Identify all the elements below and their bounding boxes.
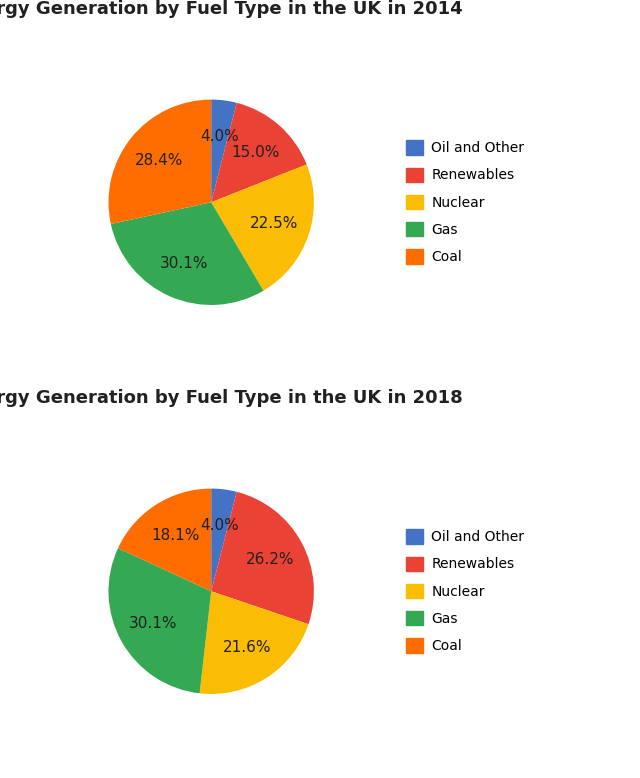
Text: 4.0%: 4.0% — [200, 128, 239, 144]
Text: 28.4%: 28.4% — [135, 153, 184, 168]
Wedge shape — [111, 202, 264, 305]
Text: 15.0%: 15.0% — [231, 145, 280, 159]
Text: 22.5%: 22.5% — [250, 216, 298, 231]
Text: 21.6%: 21.6% — [223, 640, 271, 655]
Wedge shape — [211, 164, 314, 291]
Wedge shape — [200, 591, 308, 694]
Text: 4.0%: 4.0% — [200, 517, 239, 533]
Wedge shape — [211, 103, 307, 202]
Legend: Oil and Other, Renewables, Nuclear, Gas, Coal: Oil and Other, Renewables, Nuclear, Gas,… — [406, 140, 524, 265]
Title: Energy Generation by Fuel Type in the UK in 2014: Energy Generation by Fuel Type in the UK… — [0, 1, 463, 19]
Text: 30.1%: 30.1% — [129, 616, 177, 632]
Wedge shape — [211, 489, 237, 591]
Text: 30.1%: 30.1% — [160, 256, 209, 271]
Wedge shape — [109, 100, 211, 224]
Wedge shape — [118, 489, 211, 591]
Text: 26.2%: 26.2% — [246, 552, 294, 567]
Legend: Oil and Other, Renewables, Nuclear, Gas, Coal: Oil and Other, Renewables, Nuclear, Gas,… — [406, 529, 524, 654]
Wedge shape — [109, 548, 211, 693]
Text: 18.1%: 18.1% — [151, 527, 200, 542]
Title: Energy Generation by Fuel Type in the UK in 2018: Energy Generation by Fuel Type in the UK… — [0, 390, 463, 408]
Wedge shape — [211, 492, 314, 624]
Wedge shape — [211, 100, 237, 202]
